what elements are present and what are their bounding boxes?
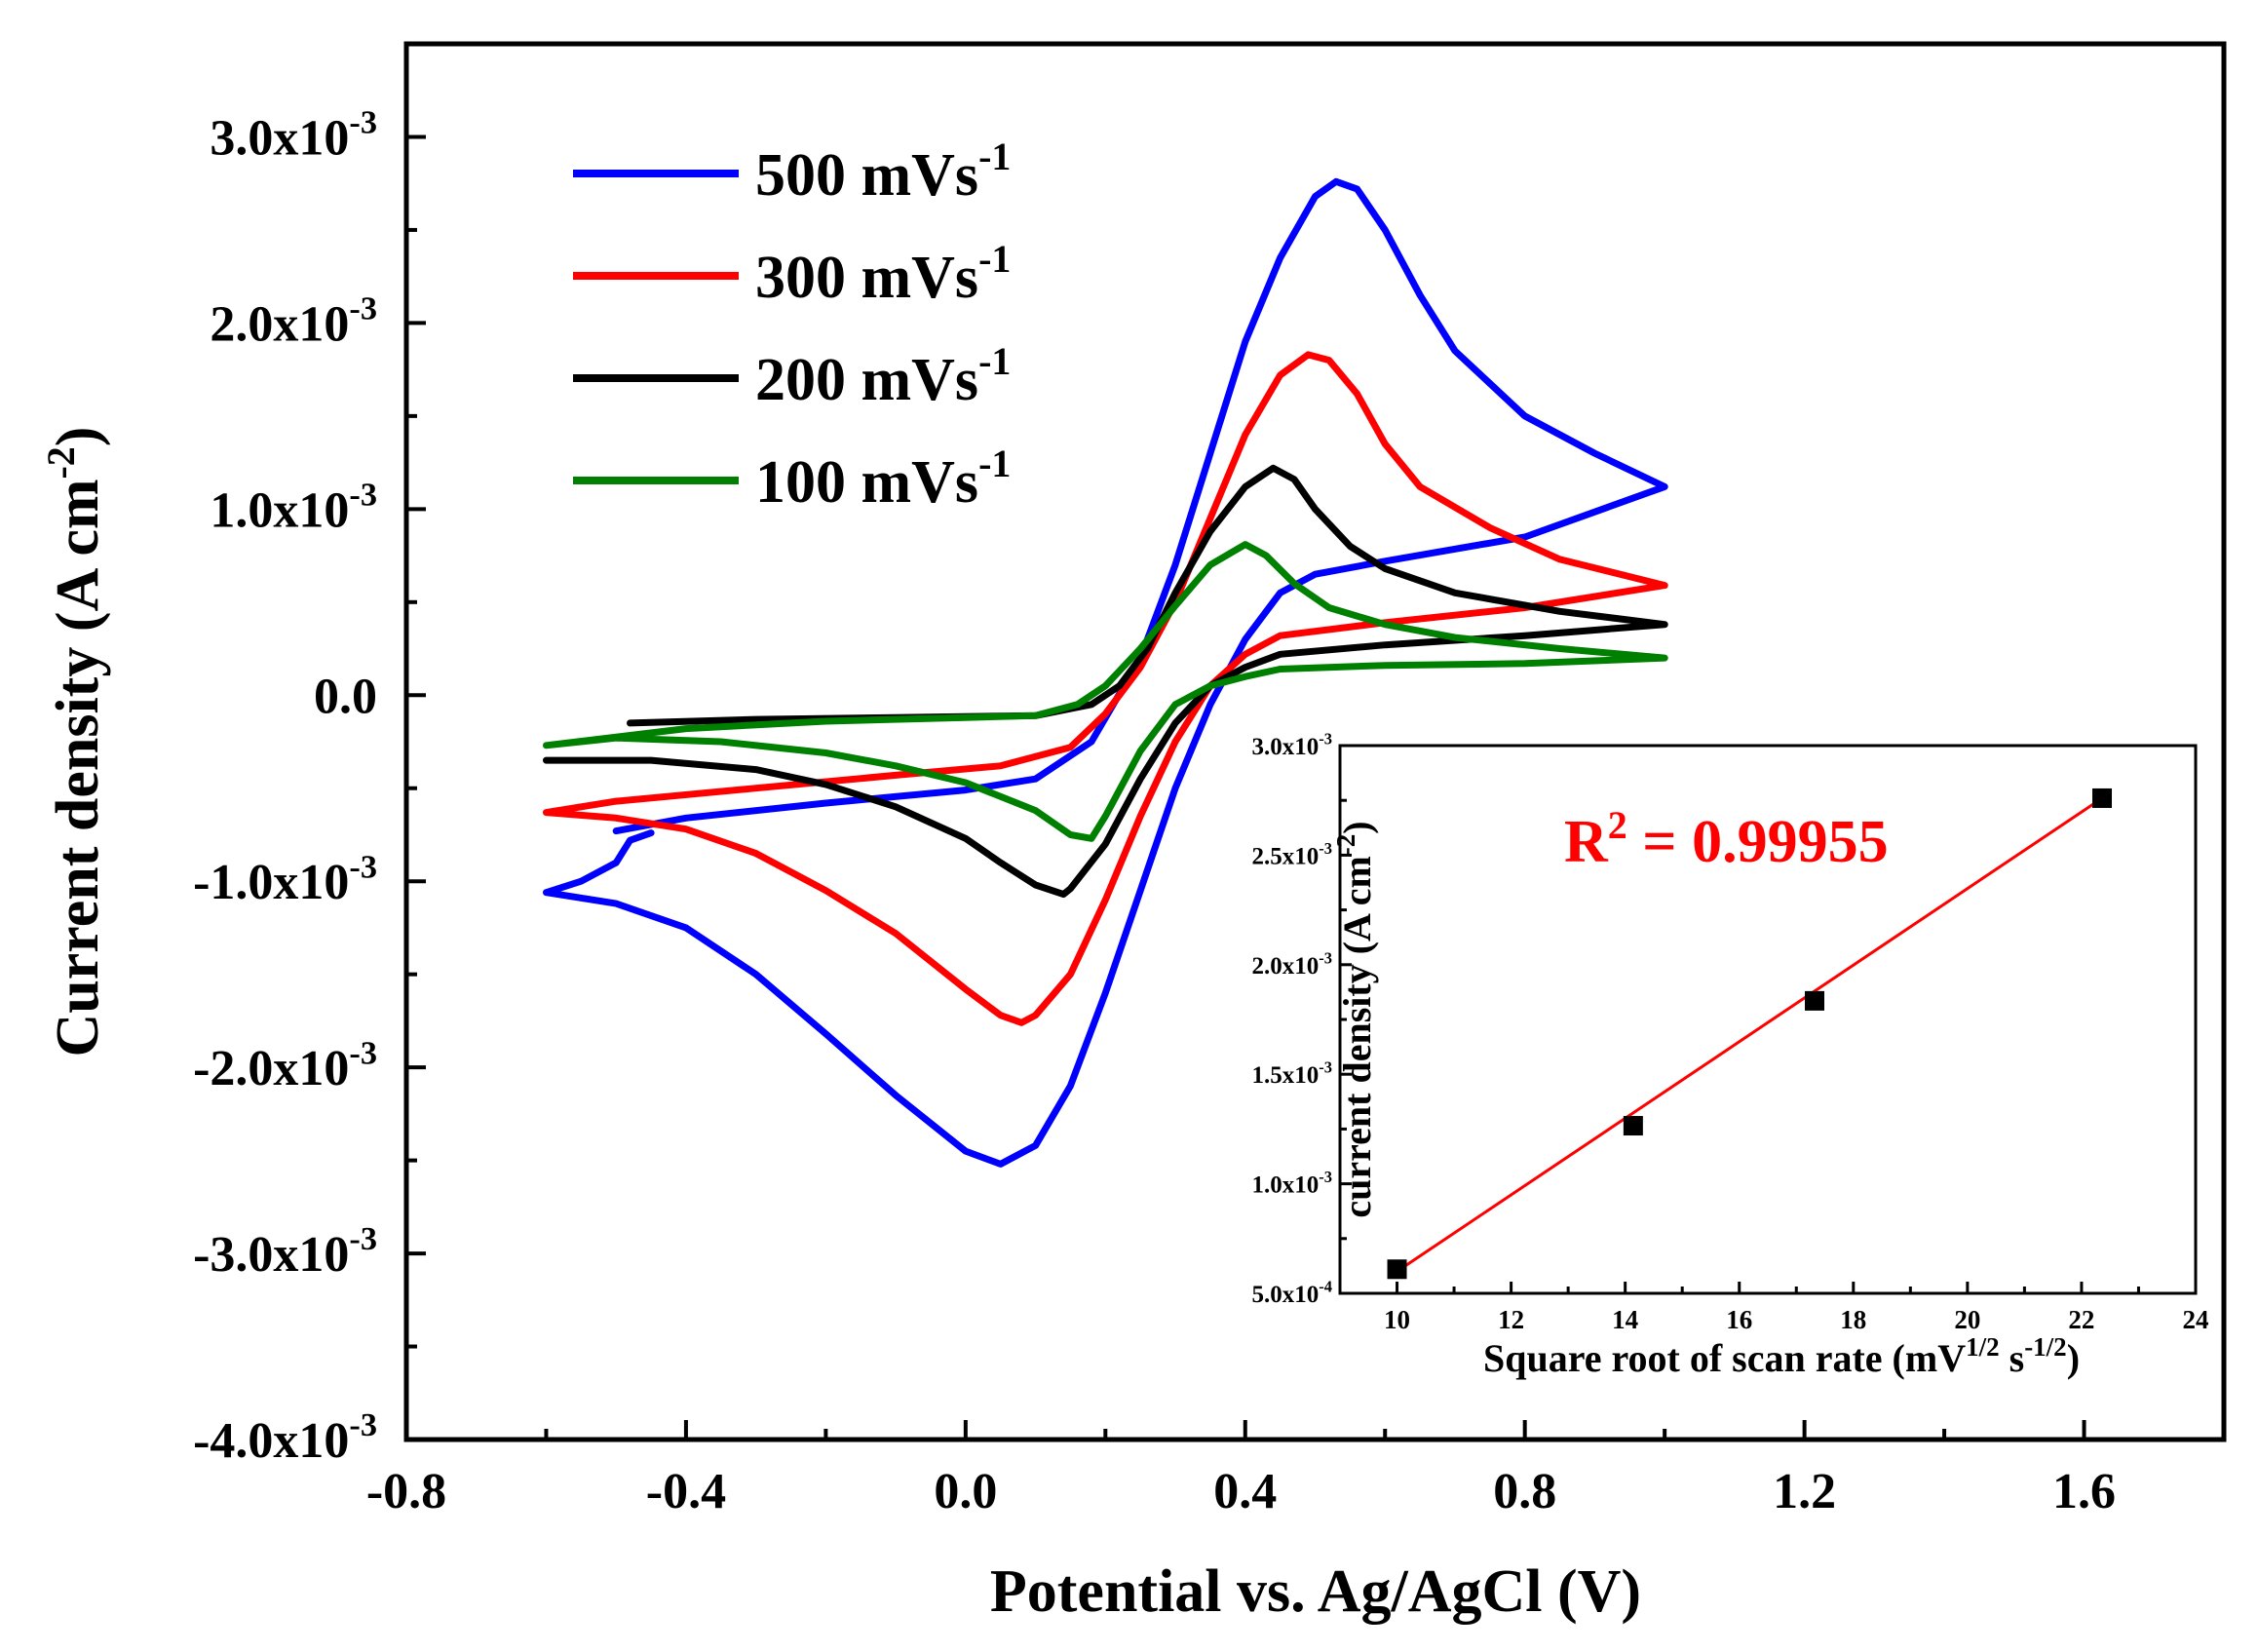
inset-fit-line [1396, 796, 2103, 1273]
legend-label: 300 mVs-1 [755, 237, 1011, 311]
legend-label: 100 mVs-1 [755, 442, 1011, 516]
inset-y-tick-label: 2.5x10-3 [1252, 839, 1333, 870]
inset-x-tick-label: 10 [1384, 1305, 1410, 1334]
inset-x-tick-label: 16 [1726, 1305, 1752, 1334]
main-x-tick-label: 1.6 [2052, 1464, 2116, 1519]
main-y-axis-title: Current density (A cm-2) [39, 427, 111, 1057]
legend-label: 200 mVs-1 [755, 339, 1011, 413]
main-x-tick-label: -0.8 [366, 1464, 446, 1519]
main-y-tick-label: 2.0x10-3 [210, 290, 377, 353]
main-x-tick-label: 0.8 [1493, 1464, 1556, 1519]
inset-y-tick-label: 1.5x10-3 [1252, 1058, 1333, 1090]
main-x-tick-label: 1.2 [1773, 1464, 1836, 1519]
main-y-tick-label: -1.0x10-3 [193, 848, 377, 910]
inset-plot-frame [1338, 744, 2198, 1295]
inset-y-tick-label: 1.0x10-3 [1252, 1168, 1333, 1199]
inset-series-group [1387, 788, 2113, 1280]
inset-x-tick-label: 24 [2183, 1305, 2209, 1334]
inset-y-tick-label: 5.0x10-4 [1252, 1278, 1333, 1309]
main-y-tick-label: 0.0 [314, 669, 377, 724]
main-x-tick-label: 0.4 [1213, 1464, 1277, 1519]
series-curve-300 [543, 351, 1668, 1026]
inset-axes-group: 10 12 14 16 18 20 22 24 3.0x10-3 2.5x10-3 2.0x10-3… [1252, 730, 2209, 1335]
series-curve-200 [543, 464, 1668, 899]
main-y-tick-label: -4.0x10-3 [193, 1406, 377, 1469]
inset-data-point [1387, 1259, 1407, 1280]
inset-x-tick-label: 12 [1498, 1305, 1524, 1334]
inset-y-tick-label: 2.0x10-3 [1252, 948, 1333, 980]
inset-x-tick-label: 22 [2068, 1305, 2094, 1334]
inset-data-point [2092, 788, 2113, 808]
inset-x-tick-label: 14 [1612, 1305, 1638, 1334]
series-curve-500 [543, 177, 1668, 1168]
main-x-axis-title: Potential vs. Ag/AgCl (V) [990, 1558, 1641, 1625]
main-x-tick-label: 0.0 [934, 1464, 997, 1519]
main-y-tick-label: -2.0x10-3 [193, 1034, 377, 1096]
main-y-tick-label: 3.0x10-3 [210, 104, 377, 167]
inset-x-tick-label: 18 [1840, 1305, 1866, 1334]
r-squared-annotation: R2 = 0.99955 [1564, 803, 1889, 875]
inset-x-axis-title: Square root of scan rate (mV1/2 s-1/2) [1483, 1332, 2080, 1380]
main-y-tick-label: 1.0x10-3 [210, 476, 377, 538]
inset-x-tick-label: 20 [1954, 1305, 1980, 1334]
main-y-tick-label: -3.0x10-3 [193, 1220, 377, 1283]
main-axes-group: -0.8 -0.4 0.0 0.4 0.8 1.2 1.6 3.0x10-3 2.0x10-3 1… [193, 104, 2116, 1519]
main-x-tick-label: -0.4 [646, 1464, 726, 1519]
legend: 500 mVs-1 300 mVs-1 200 mVs-1 100 mVs-1 [573, 134, 1011, 516]
main-plot-frame [403, 41, 2227, 1442]
legend-label: 500 mVs-1 [755, 134, 1011, 209]
main-series-group [543, 177, 1668, 1168]
inset-y-tick-label: 3.0x10-3 [1252, 730, 1333, 761]
inset-y-axis-title: current density (A cm-2) [1331, 821, 1379, 1217]
series-curve-100 [543, 541, 1668, 842]
inset-data-point [1804, 990, 1824, 1011]
inset-data-point [1623, 1116, 1643, 1136]
